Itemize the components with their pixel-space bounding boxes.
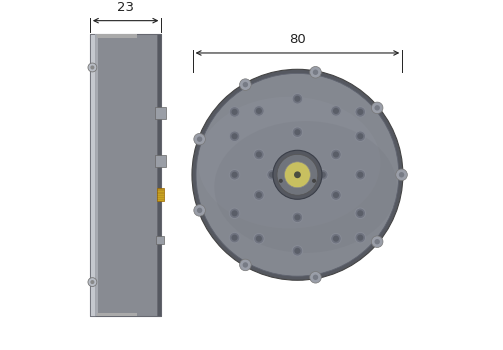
Circle shape [254,106,264,116]
Circle shape [194,133,205,145]
Circle shape [197,136,202,142]
Circle shape [357,172,363,178]
Circle shape [333,192,339,198]
Circle shape [229,232,240,243]
Text: 80: 80 [289,33,306,46]
Circle shape [374,239,380,244]
Circle shape [355,107,366,117]
Circle shape [192,69,403,280]
Bar [155,155,165,167]
Circle shape [312,179,316,183]
Circle shape [355,232,366,243]
Bar [156,236,163,244]
Circle shape [91,280,95,284]
Circle shape [277,154,318,195]
Circle shape [256,236,262,242]
Circle shape [194,205,205,216]
Circle shape [229,107,240,117]
Circle shape [229,169,240,180]
Circle shape [292,246,303,256]
Circle shape [292,127,303,138]
Circle shape [320,172,326,178]
Circle shape [197,208,202,213]
Bar [157,34,161,316]
Bar [98,34,137,38]
Circle shape [254,149,264,160]
Circle shape [292,93,303,104]
Ellipse shape [214,121,397,253]
Circle shape [357,234,363,241]
Circle shape [333,108,339,114]
Circle shape [310,272,321,283]
Circle shape [239,79,251,90]
Circle shape [292,212,303,223]
Circle shape [357,133,363,139]
Text: 23: 23 [117,1,134,14]
Circle shape [242,262,248,268]
Circle shape [88,63,97,72]
Circle shape [269,172,275,178]
Circle shape [229,208,240,219]
Circle shape [357,210,363,216]
Circle shape [254,233,264,244]
Circle shape [231,133,237,139]
Circle shape [239,259,251,271]
Circle shape [310,66,321,78]
Circle shape [371,102,383,114]
Circle shape [330,190,341,200]
Bar [95,34,98,316]
Bar [90,34,95,316]
Circle shape [355,131,366,141]
Circle shape [267,169,277,180]
Circle shape [254,190,264,200]
Circle shape [256,192,262,198]
Circle shape [242,82,248,88]
Circle shape [294,129,300,135]
Circle shape [355,208,366,219]
Circle shape [256,152,262,158]
Circle shape [399,172,404,177]
Circle shape [313,275,318,280]
Bar [155,106,165,119]
Circle shape [231,172,237,178]
Circle shape [294,248,300,254]
Circle shape [371,236,383,247]
Circle shape [355,169,366,180]
Circle shape [317,169,328,180]
Bar [90,34,161,316]
Circle shape [88,278,97,287]
Circle shape [313,70,318,75]
Circle shape [330,233,341,244]
Circle shape [333,236,339,242]
Circle shape [229,131,240,141]
Circle shape [91,65,95,70]
Ellipse shape [198,97,381,229]
Circle shape [357,109,363,115]
Circle shape [279,179,283,183]
Circle shape [294,214,300,220]
Circle shape [396,169,407,181]
Circle shape [333,152,339,158]
Circle shape [330,106,341,116]
Circle shape [285,162,310,188]
Circle shape [231,210,237,216]
Circle shape [374,105,380,111]
Circle shape [231,109,237,115]
Circle shape [231,234,237,241]
Circle shape [256,108,262,114]
Circle shape [330,149,341,160]
Bar [98,313,137,316]
Circle shape [294,96,300,102]
Bar [157,188,164,201]
Circle shape [294,172,301,178]
Circle shape [196,74,399,276]
Circle shape [273,150,322,199]
